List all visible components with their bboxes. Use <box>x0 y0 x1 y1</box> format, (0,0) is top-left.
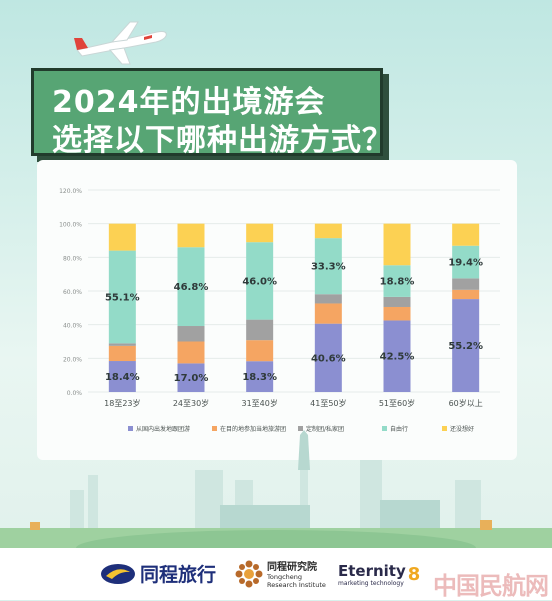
data-label: 18.3% <box>242 372 277 383</box>
bar-segment <box>314 303 342 324</box>
data-label: 18.4% <box>105 372 140 383</box>
x-tick-label: 31至40岁 <box>241 398 277 408</box>
y-tick-label: 100.0% <box>59 222 82 229</box>
bar-segment <box>383 296 411 307</box>
bar-segment <box>452 278 480 290</box>
bar-segment <box>452 245 480 279</box>
bar-segment <box>246 242 274 320</box>
bar-segment <box>383 306 411 321</box>
footer-bar <box>0 548 552 600</box>
bar-segment <box>177 247 205 327</box>
city-skyline-illustration <box>0 430 552 550</box>
y-tick-label: 20.0% <box>63 356 82 363</box>
legend-label: 定制团/私家团 <box>306 425 344 433</box>
research-flower-icon <box>235 560 263 587</box>
x-tick-label: 24至30岁 <box>173 398 209 408</box>
data-label: 17.0% <box>174 373 209 384</box>
bar-segment <box>314 294 342 304</box>
watermark: 中国民航网 <box>433 572 549 600</box>
legend-label: 在目的地参加当地旅游团 <box>220 425 286 433</box>
bar-segment <box>108 223 136 251</box>
x-tick-label: 60岁以上 <box>449 398 483 408</box>
bar-segment <box>108 250 136 344</box>
bar-segment <box>314 323 342 392</box>
bar-segment <box>246 340 274 362</box>
data-label: 42.5% <box>380 352 415 363</box>
eternity-logo-name: Eternity <box>338 562 406 580</box>
data-label: 18.8% <box>380 277 415 288</box>
bar-segment <box>246 361 274 392</box>
legend-swatch <box>298 426 303 431</box>
bar-segment <box>177 341 205 364</box>
bar-segment <box>314 238 342 295</box>
eternity-logo-subtitle: marketing technology <box>338 580 404 587</box>
bar-segment <box>108 361 136 392</box>
research-logo-en-2: Research Institute <box>267 581 326 589</box>
tongcheng-logo-text: 同程旅行 <box>140 564 217 586</box>
y-tick-label: 80.0% <box>63 255 82 262</box>
data-label: 33.3% <box>311 262 346 273</box>
tongcheng-research-logo: 同程研究院 Tongcheng Research Institute <box>235 558 326 589</box>
bar-segment <box>452 223 480 246</box>
legend-swatch <box>128 426 133 431</box>
bar-segment <box>314 223 342 239</box>
legend-swatch <box>442 426 447 431</box>
legend-label: 还没想好 <box>450 425 474 433</box>
data-label: 40.6% <box>311 353 346 364</box>
legend-label: 从国内出发地跟团游 <box>136 425 190 433</box>
bar-segment <box>246 319 274 341</box>
tongcheng-travel-logo: 同程旅行 <box>100 560 216 587</box>
bar-segment <box>108 343 136 346</box>
bar-segment <box>177 326 205 342</box>
title-banner: 2024年的出境游会 选择以下哪种出游方式？ <box>31 68 392 158</box>
research-logo-cn: 同程研究院 <box>267 562 317 573</box>
legend-swatch <box>212 426 217 431</box>
data-label: 55.1% <box>105 292 140 303</box>
bar-segment <box>383 265 411 297</box>
eternity-logo: Eternity marketing technology 8 <box>338 562 420 587</box>
tongcheng-mark-icon <box>101 563 135 584</box>
eternity-mark-icon: 8 <box>407 564 421 585</box>
bar-segment <box>452 299 480 392</box>
bar-segment <box>383 320 411 392</box>
data-label: 46.0% <box>242 276 277 287</box>
x-tick-label: 41至50岁 <box>310 398 346 408</box>
data-label: 46.8% <box>174 282 209 293</box>
x-tick-label: 18至23岁 <box>104 398 140 408</box>
bar-segment <box>383 223 411 266</box>
data-label: 55.2% <box>448 341 483 352</box>
title-line-1: 2024年的出境游会 <box>52 85 326 120</box>
research-logo-en-1: Tongcheng <box>267 573 303 581</box>
y-tick-label: 120.0% <box>59 188 82 195</box>
bar-segment <box>108 345 136 362</box>
airplane-icon <box>74 21 167 65</box>
bar-segment <box>452 289 480 300</box>
legend-swatch <box>382 426 387 431</box>
legend-label: 自由行 <box>390 425 408 433</box>
bar-segment <box>246 223 274 243</box>
bar-segment <box>177 223 205 248</box>
bar-segment <box>177 363 205 392</box>
y-tick-label: 40.0% <box>63 323 82 330</box>
y-tick-label: 60.0% <box>63 289 82 296</box>
data-label: 19.4% <box>448 258 483 269</box>
x-tick-label: 51至60岁 <box>379 398 415 408</box>
title-line-2: 选择以下哪种出游方式？ <box>52 123 393 158</box>
y-tick-label: 0.0% <box>67 390 83 397</box>
